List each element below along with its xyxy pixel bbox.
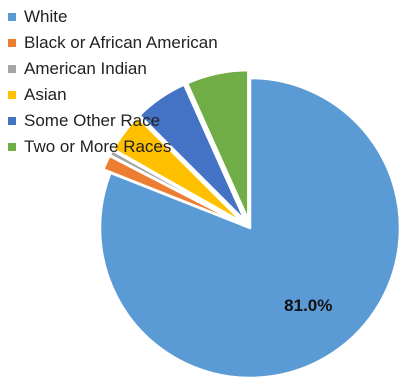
legend-swatch-two-or-more-races bbox=[8, 143, 16, 151]
legend-label-some-other-race: Some Other Race bbox=[24, 111, 161, 130]
legend-item-some-other-race: Some Other Race bbox=[8, 108, 218, 134]
legend-label-asian: Asian bbox=[24, 85, 67, 104]
pie-slice-two-or-more-races bbox=[185, 68, 250, 222]
chart-legend: White Black or African American American… bbox=[8, 4, 218, 160]
legend-item-asian: Asian bbox=[8, 82, 218, 108]
legend-item-black-or-african-american: Black or African American bbox=[8, 30, 218, 56]
legend-swatch-black-or-african-american bbox=[8, 39, 16, 47]
legend-label-american-indian: American Indian bbox=[24, 59, 147, 78]
legend-label-two-or-more-races: Two or More Races bbox=[24, 137, 172, 156]
legend-item-american-indian: American Indian bbox=[8, 56, 218, 82]
legend-item-two-or-more-races: Two or More Races bbox=[8, 134, 218, 160]
legend-label-black-or-african-american: Black or African American bbox=[24, 33, 218, 52]
legend-item-white: White bbox=[8, 4, 218, 30]
legend-swatch-asian bbox=[8, 91, 16, 99]
pie-slice-asian bbox=[111, 115, 245, 225]
legend-swatch-american-indian bbox=[8, 65, 16, 73]
legend-swatch-white bbox=[8, 13, 16, 21]
data-label-white: 81.0% bbox=[284, 296, 332, 315]
legend-swatch-some-other-race bbox=[8, 117, 16, 125]
pie-slice-some-other-race bbox=[138, 83, 247, 223]
legend-label-white: White bbox=[24, 7, 68, 26]
pie-slice-white bbox=[98, 76, 400, 379]
